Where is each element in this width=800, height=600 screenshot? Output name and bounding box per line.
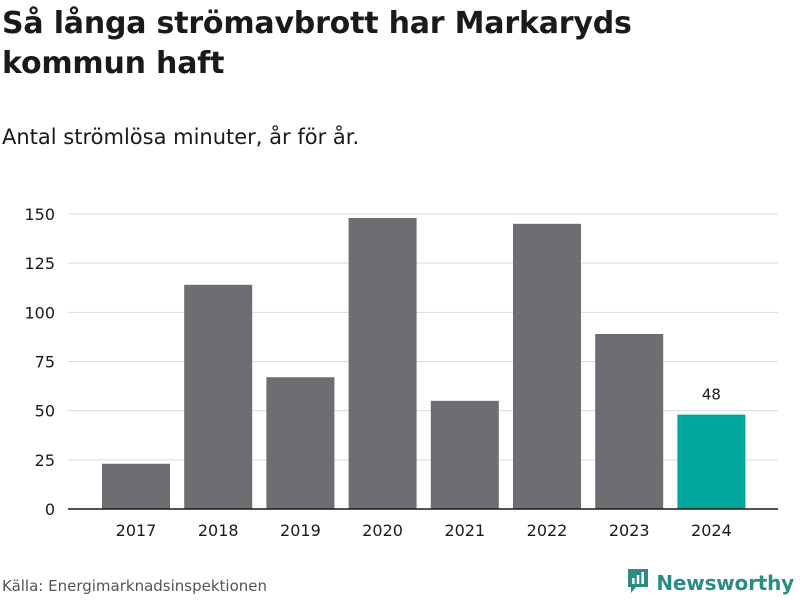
y-tick-label: 75	[35, 353, 55, 372]
bars	[102, 217, 746, 510]
x-tick-label: 2022	[527, 521, 568, 540]
x-tick-label: 2023	[609, 521, 650, 540]
bar-2023	[595, 333, 664, 509]
x-tick-label: 2021	[444, 521, 485, 540]
x-tick-label: 2017	[116, 521, 157, 540]
bar-2019	[266, 377, 335, 509]
chart-subtitle: Antal strömlösa minuter, år för år.	[2, 125, 360, 149]
x-axis-ticks: 2017 2018 2019 2020 2021 2022 2023 2024	[116, 521, 732, 540]
y-tick-label: 0	[45, 500, 55, 519]
bar-2017	[102, 463, 170, 509]
x-tick-label: 2024	[691, 521, 732, 540]
x-tick-label: 2020	[362, 521, 403, 540]
y-tick-label: 50	[35, 402, 55, 421]
bar-2024	[677, 414, 746, 509]
chart-title: Så långa strömavbrott har Markaryds komm…	[2, 6, 632, 81]
y-tick-label: 150	[24, 205, 55, 224]
data-labels: 48	[702, 386, 721, 404]
bar-2022	[513, 223, 581, 510]
y-axis-ticks: 0 25 50 75 100 125 150	[24, 205, 55, 519]
y-tick-label: 25	[35, 451, 55, 470]
y-tick-label: 125	[24, 254, 55, 273]
brand-logo[interactable]: Newsworthy	[626, 567, 794, 599]
newsworthy-logo-icon	[626, 567, 650, 599]
data-label: 48	[702, 386, 721, 404]
bar-2020	[348, 217, 417, 509]
gridlines	[68, 213, 778, 461]
x-tick-label: 2018	[198, 521, 239, 540]
bar-2018	[184, 284, 253, 509]
brand-name: Newsworthy	[656, 571, 794, 595]
y-tick-label: 100	[24, 303, 55, 322]
x-tick-label: 2019	[280, 521, 321, 540]
bar-2021	[430, 400, 499, 509]
source-note: Källa: Energimarknadsinspektionen	[2, 577, 268, 595]
